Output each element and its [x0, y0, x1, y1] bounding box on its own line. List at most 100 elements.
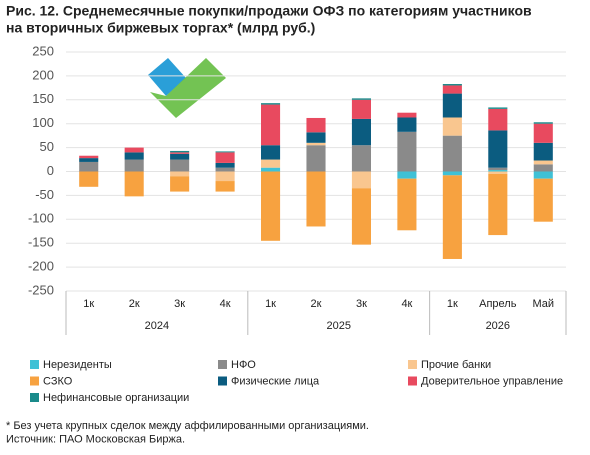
- bar-segment: [397, 131, 417, 172]
- chart-title: на вторичных биржевых торгах* (млрд руб.…: [6, 20, 315, 36]
- bar-segment: [306, 117, 326, 133]
- bar-segment: [351, 171, 371, 189]
- x-tick-label: Апрель: [479, 298, 517, 310]
- bar-segment: [533, 122, 553, 124]
- x-tick-label: 1к: [447, 298, 458, 310]
- x-tick-label: 1к: [83, 298, 94, 310]
- legend-label: Доверительное управление: [421, 375, 563, 387]
- bar-segment: [79, 171, 99, 187]
- legend-label: НФО: [231, 359, 256, 371]
- bar-segment: [170, 176, 190, 192]
- bar-segment: [124, 147, 144, 153]
- bar-segment: [442, 93, 462, 118]
- bar-segment: [488, 130, 508, 168]
- bar-segment: [215, 162, 235, 168]
- bar-segment: [442, 171, 462, 176]
- y-tick-label: -50: [35, 187, 54, 202]
- bar-segment: [261, 167, 281, 172]
- bar-segment: [488, 108, 508, 131]
- chart-title: Рис. 12. Среднемесячные покупки/продажи …: [6, 3, 532, 19]
- bar-segment: [533, 142, 553, 161]
- bar-segment: [533, 123, 553, 143]
- group-label: 2025: [326, 320, 350, 332]
- bar-segment: [351, 188, 371, 245]
- bar-segment: [79, 161, 99, 172]
- bar-segment: [124, 159, 144, 172]
- legend-swatch: [218, 360, 227, 369]
- bar-segment: [442, 85, 462, 94]
- bar-segment: [397, 117, 417, 132]
- y-tick-label: -250: [28, 282, 54, 297]
- bar-segment: [442, 135, 462, 172]
- bar-segment: [261, 103, 281, 105]
- bar-segment: [351, 98, 371, 100]
- legend-swatch: [408, 360, 417, 369]
- logo: [148, 58, 226, 118]
- bar-segment: [170, 150, 190, 153]
- bar-segment: [261, 171, 281, 241]
- bar-segment: [170, 159, 190, 172]
- x-tick-label: 1к: [265, 298, 276, 310]
- y-tick-label: 100: [32, 115, 54, 130]
- y-tick-label: 50: [40, 139, 54, 154]
- bar-segment: [533, 171, 553, 179]
- y-tick-label: 250: [32, 43, 54, 58]
- bar-segment: [488, 107, 508, 109]
- x-tick-label: 2к: [129, 298, 140, 310]
- bar-segment: [306, 145, 326, 172]
- legend-swatch: [30, 393, 39, 402]
- bar-segment: [215, 181, 235, 192]
- bar-segment: [124, 152, 144, 160]
- y-tick-label: -150: [28, 235, 54, 250]
- bar-segment: [306, 171, 326, 227]
- bar-segment: [215, 151, 235, 153]
- y-tick-label: 150: [32, 91, 54, 106]
- bar-segment: [488, 171, 508, 174]
- x-tick-label: 2к: [311, 298, 322, 310]
- group-label: 2024: [145, 320, 169, 332]
- y-tick-label: 200: [32, 67, 54, 82]
- bar-segment: [533, 178, 553, 222]
- bar-segment: [170, 171, 190, 177]
- y-tick-label: -100: [28, 211, 54, 226]
- bar-segment: [261, 159, 281, 168]
- bar-segment: [442, 84, 462, 86]
- bar-segment: [306, 132, 326, 143]
- footnote: * Без учета крупных сделок между аффилир…: [6, 420, 369, 432]
- legend-label: Нефинансовые организации: [43, 392, 189, 404]
- bar-segment: [397, 178, 417, 231]
- bar-segment: [397, 171, 417, 179]
- bar-segment: [261, 145, 281, 160]
- legend-swatch: [30, 376, 39, 386]
- x-tick-label: Май: [532, 298, 554, 310]
- bar-segment: [533, 160, 553, 165]
- bar-segment: [488, 170, 508, 172]
- x-tick-label: 3к: [174, 298, 185, 310]
- bar-segment: [442, 117, 462, 136]
- bar-segment: [261, 104, 281, 146]
- y-tick-label: -200: [28, 259, 54, 274]
- bar-segment: [79, 158, 99, 162]
- bar-segment: [533, 164, 553, 172]
- bar-segment: [442, 175, 462, 259]
- legend-label: СЗКО: [43, 375, 73, 387]
- bar-segment: [351, 145, 371, 172]
- legend-label: Нерезиденты: [43, 359, 112, 371]
- legend-swatch: [218, 376, 227, 386]
- bar-segment: [215, 171, 235, 182]
- x-tick-label: 3к: [356, 298, 367, 310]
- bar-segment: [306, 142, 326, 146]
- x-tick-label: 4к: [401, 298, 412, 310]
- legend-swatch: [408, 376, 417, 386]
- bar-segment: [488, 173, 508, 236]
- bar-segment: [170, 153, 190, 160]
- bar-segment: [124, 171, 144, 197]
- legend-swatch: [30, 360, 39, 369]
- footnote: Источник: ПАО Московская Биржа.: [6, 433, 185, 445]
- bar-segment: [170, 152, 190, 154]
- legend-label: Прочие банки: [421, 359, 491, 371]
- group-label: 2026: [486, 320, 510, 332]
- bar-segment: [215, 152, 235, 163]
- y-tick-label: 0: [47, 163, 54, 178]
